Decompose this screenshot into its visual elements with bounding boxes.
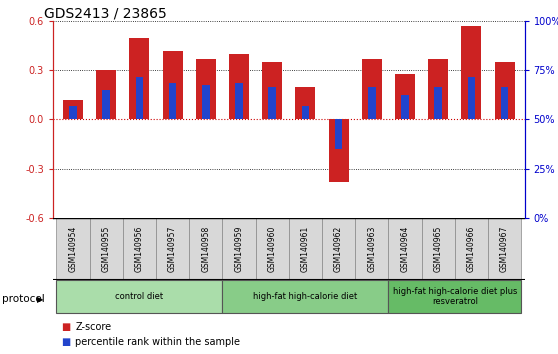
Bar	[322, 218, 355, 280]
Text: high-fat high-calorie diet: high-fat high-calorie diet	[253, 292, 358, 301]
Bar	[222, 280, 388, 313]
Bar	[488, 218, 521, 280]
Text: GSM140956: GSM140956	[135, 225, 144, 272]
Bar	[202, 85, 210, 119]
Bar	[295, 87, 315, 119]
Bar	[395, 74, 415, 119]
Text: GSM140963: GSM140963	[367, 225, 376, 272]
Text: high-fat high-calorie diet plus
resveratrol: high-fat high-calorie diet plus resverat…	[393, 287, 517, 306]
Bar	[196, 59, 216, 119]
Text: GSM140962: GSM140962	[334, 225, 343, 272]
Bar	[301, 106, 309, 119]
Text: GSM140960: GSM140960	[268, 225, 277, 272]
Bar	[494, 62, 514, 119]
Text: GSM140955: GSM140955	[102, 225, 110, 272]
Bar	[136, 77, 143, 119]
Text: control diet: control diet	[116, 292, 163, 301]
Bar	[102, 90, 110, 119]
Text: GSM140959: GSM140959	[234, 225, 243, 272]
Bar	[162, 51, 182, 119]
Bar	[129, 38, 150, 119]
Text: percentile rank within the sample: percentile rank within the sample	[75, 337, 240, 347]
Bar	[388, 280, 521, 313]
Text: ■: ■	[61, 337, 71, 347]
Text: GSM140954: GSM140954	[69, 225, 78, 272]
Bar	[123, 218, 156, 280]
Text: GSM140958: GSM140958	[201, 225, 210, 272]
Bar	[156, 218, 189, 280]
Bar	[289, 218, 322, 280]
Bar	[335, 119, 343, 149]
Text: GSM140964: GSM140964	[401, 225, 410, 272]
Text: ▶: ▶	[37, 295, 44, 304]
Text: protocol: protocol	[2, 294, 45, 304]
Bar	[96, 70, 116, 119]
Bar	[388, 218, 422, 280]
Bar	[256, 218, 289, 280]
Text: GSM140966: GSM140966	[467, 225, 476, 272]
Bar	[368, 87, 376, 119]
Text: GSM140961: GSM140961	[301, 225, 310, 272]
Bar	[422, 218, 455, 280]
Bar	[401, 95, 409, 119]
Bar	[468, 77, 475, 119]
Text: GSM140967: GSM140967	[500, 225, 509, 272]
Bar	[229, 54, 249, 119]
Bar	[235, 84, 243, 119]
Text: Z-score: Z-score	[75, 322, 112, 332]
Bar	[428, 59, 448, 119]
Bar	[56, 218, 89, 280]
Bar	[501, 87, 508, 119]
Bar	[222, 218, 256, 280]
Bar	[169, 84, 176, 119]
Bar	[56, 280, 222, 313]
Bar	[461, 26, 482, 119]
Text: GDS2413 / 23865: GDS2413 / 23865	[44, 6, 166, 20]
Text: ■: ■	[61, 322, 71, 332]
Bar	[89, 218, 123, 280]
Bar	[69, 106, 76, 119]
Bar	[189, 218, 222, 280]
Bar	[434, 87, 442, 119]
Bar	[268, 87, 276, 119]
Bar	[455, 218, 488, 280]
Text: GSM140965: GSM140965	[434, 225, 442, 272]
Bar	[262, 62, 282, 119]
Bar	[355, 218, 388, 280]
Bar	[329, 119, 349, 182]
Text: GSM140957: GSM140957	[168, 225, 177, 272]
Bar	[362, 59, 382, 119]
Bar	[63, 100, 83, 119]
